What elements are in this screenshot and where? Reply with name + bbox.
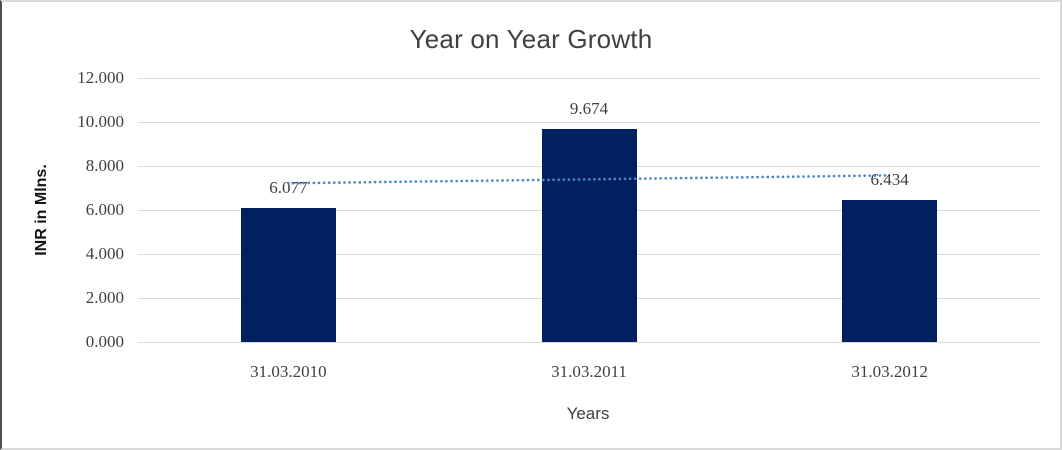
- x-tick-label: 31.03.2012: [851, 362, 928, 381]
- bar: [541, 129, 637, 342]
- y-tick-label: 12.000: [77, 68, 124, 87]
- bar-value-label: 6.434: [870, 170, 909, 190]
- y-tick-label: 6.000: [85, 200, 124, 219]
- y-tick-label: 2.000: [85, 288, 124, 307]
- x-tick-label: 31.03.2010: [250, 362, 327, 381]
- bar-value-label: 9.674: [569, 99, 609, 119]
- gridline: [138, 341, 1040, 343]
- gridline: [138, 77, 1040, 79]
- y-tick-label: 4.000: [85, 244, 124, 263]
- y-tick-label: 10.000: [77, 112, 124, 131]
- x-axis-title: Years: [566, 404, 610, 423]
- y-tick-label: 8.000: [85, 156, 124, 175]
- chart-title: Year on Year Growth: [409, 24, 653, 54]
- bar: [842, 200, 938, 342]
- gridline: [138, 121, 1040, 123]
- x-tick-label: 31.03.2011: [551, 362, 627, 381]
- y-tick-label: 0.000: [85, 332, 124, 351]
- plot-area: 0.000 2.000 4.000 6.000 8.000 10.000 12.000 6.0…: [77, 68, 1040, 381]
- bar: [240, 208, 336, 342]
- bar-value-label: 6.077: [269, 178, 308, 198]
